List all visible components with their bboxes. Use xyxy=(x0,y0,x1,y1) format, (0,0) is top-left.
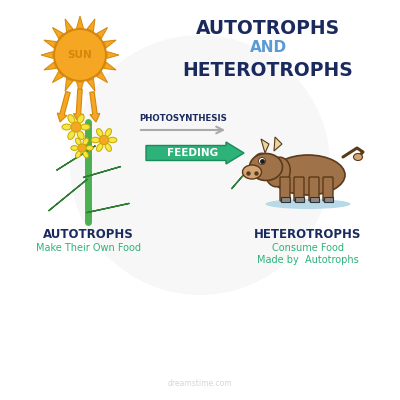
Ellipse shape xyxy=(76,151,81,158)
FancyArrow shape xyxy=(74,89,84,122)
Circle shape xyxy=(78,144,86,152)
Ellipse shape xyxy=(96,129,103,136)
Ellipse shape xyxy=(242,165,262,179)
FancyBboxPatch shape xyxy=(280,177,290,201)
Text: HETEROTROPHS: HETEROTROPHS xyxy=(254,228,362,242)
Polygon shape xyxy=(76,82,84,94)
Circle shape xyxy=(258,158,266,164)
Ellipse shape xyxy=(68,131,75,140)
Ellipse shape xyxy=(83,138,88,145)
FancyArrow shape xyxy=(57,92,70,122)
Ellipse shape xyxy=(266,157,290,187)
Text: Make Their Own Food: Make Their Own Food xyxy=(36,243,140,253)
Text: AUTOTROPHS: AUTOTROPHS xyxy=(43,228,133,242)
Polygon shape xyxy=(44,62,56,70)
Polygon shape xyxy=(41,52,53,58)
Polygon shape xyxy=(232,169,248,189)
Ellipse shape xyxy=(68,114,75,123)
Ellipse shape xyxy=(354,154,362,160)
Ellipse shape xyxy=(257,155,263,159)
FancyArrow shape xyxy=(90,92,100,122)
Ellipse shape xyxy=(71,146,78,150)
Ellipse shape xyxy=(81,124,90,130)
Bar xyxy=(294,197,304,202)
Text: Made by  Autotrophs: Made by Autotrophs xyxy=(257,255,359,265)
Ellipse shape xyxy=(96,144,103,151)
Ellipse shape xyxy=(250,154,282,180)
Circle shape xyxy=(70,35,330,295)
Bar xyxy=(310,197,318,202)
Circle shape xyxy=(54,29,106,81)
Ellipse shape xyxy=(77,131,84,140)
Polygon shape xyxy=(86,203,130,213)
Polygon shape xyxy=(76,16,84,28)
FancyBboxPatch shape xyxy=(294,177,304,201)
Ellipse shape xyxy=(266,199,350,209)
Ellipse shape xyxy=(105,144,112,151)
Polygon shape xyxy=(52,72,64,82)
Ellipse shape xyxy=(83,151,88,158)
Bar xyxy=(324,197,332,202)
Text: PHOTOSYNTHESIS: PHOTOSYNTHESIS xyxy=(139,114,227,123)
Polygon shape xyxy=(261,139,269,153)
Polygon shape xyxy=(83,166,121,178)
Polygon shape xyxy=(107,52,119,58)
Polygon shape xyxy=(65,19,73,32)
Ellipse shape xyxy=(108,137,117,143)
Bar xyxy=(280,197,290,202)
Polygon shape xyxy=(96,28,108,38)
Text: AUTOTROPHS: AUTOTROPHS xyxy=(196,18,340,38)
Polygon shape xyxy=(65,78,73,91)
Ellipse shape xyxy=(91,137,100,143)
Circle shape xyxy=(71,122,81,132)
Ellipse shape xyxy=(62,124,71,130)
FancyBboxPatch shape xyxy=(323,177,333,201)
Polygon shape xyxy=(48,179,88,211)
Circle shape xyxy=(99,135,109,145)
Text: Consume Food: Consume Food xyxy=(272,243,344,253)
FancyArrow shape xyxy=(146,142,244,164)
Ellipse shape xyxy=(271,155,345,195)
Polygon shape xyxy=(56,146,96,170)
Ellipse shape xyxy=(105,129,112,136)
Ellipse shape xyxy=(255,153,265,161)
Text: dreamstime.com: dreamstime.com xyxy=(168,380,232,388)
Ellipse shape xyxy=(77,114,84,123)
Text: FEEDING: FEEDING xyxy=(168,148,218,158)
Polygon shape xyxy=(44,40,56,48)
Polygon shape xyxy=(87,19,95,32)
Ellipse shape xyxy=(86,146,93,150)
Text: HETEROTROPHS: HETEROTROPHS xyxy=(183,62,353,80)
Ellipse shape xyxy=(76,138,81,145)
Text: SUN: SUN xyxy=(68,50,92,60)
Polygon shape xyxy=(96,72,108,82)
Polygon shape xyxy=(104,62,116,70)
Polygon shape xyxy=(87,78,95,91)
Polygon shape xyxy=(52,28,64,38)
Polygon shape xyxy=(274,137,282,151)
FancyBboxPatch shape xyxy=(309,177,319,201)
Polygon shape xyxy=(104,40,116,48)
Text: AND: AND xyxy=(250,40,286,56)
